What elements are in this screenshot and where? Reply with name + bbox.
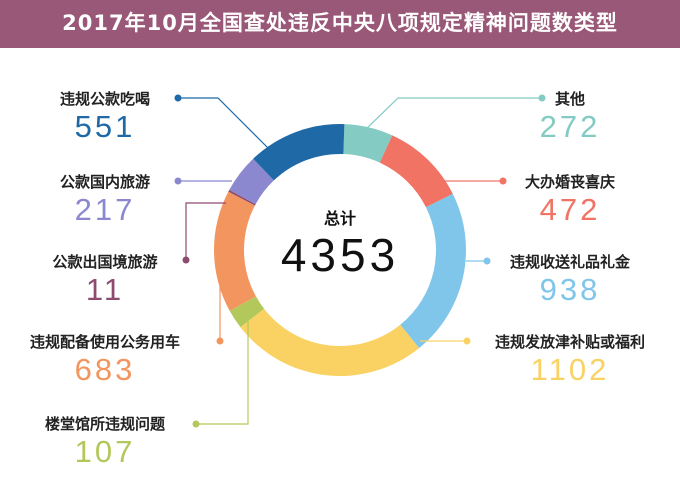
category-label: 楼堂馆所违规问题 107 bbox=[5, 414, 205, 470]
category-label: 违规公款吃喝 551 bbox=[5, 89, 205, 145]
category-value: 683 bbox=[74, 352, 136, 387]
category-name: 违规公款吃喝 bbox=[59, 90, 150, 108]
category-label: 大办婚丧喜庆 472 bbox=[470, 172, 670, 228]
leader-dot bbox=[538, 94, 546, 102]
category-value: 1102 bbox=[530, 352, 610, 387]
donut-slice bbox=[240, 308, 420, 377]
category-name: 违规收送礼品礼金 bbox=[509, 253, 630, 271]
leader-dot bbox=[216, 337, 224, 345]
leader-dot bbox=[463, 337, 471, 345]
category-value: 272 bbox=[539, 109, 601, 144]
category-name: 大办婚丧喜庆 bbox=[524, 173, 615, 191]
chart-title: 2017年10月全国查处违反中央八项规定精神问题数类型 bbox=[0, 0, 680, 48]
donut-slice bbox=[253, 123, 345, 181]
donut-slice bbox=[229, 158, 274, 205]
leader-dot bbox=[174, 94, 182, 102]
category-name: 公款出国境旅游 bbox=[52, 253, 158, 271]
donut-slice bbox=[229, 296, 265, 328]
total-label: 总计 bbox=[323, 209, 356, 228]
category-value: 551 bbox=[74, 109, 136, 144]
category-name: 违规配备使用公务用车 bbox=[29, 333, 180, 351]
donut-slice bbox=[214, 191, 256, 311]
category-label: 违规发放津补贴或福利 1102 bbox=[470, 332, 670, 388]
category-label: 违规收送礼品礼金 938 bbox=[470, 252, 670, 308]
category-label: 违规配备使用公务用车 683 bbox=[5, 332, 205, 388]
category-label: 公款国内旅游 217 bbox=[5, 172, 205, 228]
donut-slice bbox=[379, 135, 453, 208]
leader-dot bbox=[192, 420, 200, 428]
leader-dot bbox=[499, 177, 507, 185]
leader-line bbox=[364, 97, 542, 131]
category-value: 107 bbox=[74, 434, 136, 469]
donut-slice bbox=[400, 193, 467, 349]
category-name: 楼堂馆所违规问题 bbox=[44, 415, 165, 433]
category-value: 938 bbox=[539, 272, 601, 307]
leader-dot bbox=[483, 257, 491, 265]
category-value: 11 bbox=[85, 272, 125, 307]
leader-dot bbox=[182, 256, 190, 264]
category-name: 其他 bbox=[554, 90, 585, 108]
category-label: 公款出国境旅游 11 bbox=[5, 252, 205, 308]
donut-slice bbox=[343, 124, 393, 163]
total-value: 4353 bbox=[280, 229, 400, 281]
category-name: 违规发放津补贴或福利 bbox=[494, 333, 645, 351]
total-block: 总计 4353 bbox=[260, 205, 420, 281]
category-label: 其他 272 bbox=[470, 89, 670, 145]
category-name: 公款国内旅游 bbox=[59, 173, 150, 191]
leader-line bbox=[178, 97, 271, 151]
donut-slice bbox=[228, 189, 256, 206]
category-value: 472 bbox=[539, 192, 601, 227]
leader-line bbox=[185, 202, 226, 260]
leader-line bbox=[196, 318, 249, 425]
category-value: 217 bbox=[74, 192, 136, 227]
leader-dot bbox=[174, 177, 182, 185]
